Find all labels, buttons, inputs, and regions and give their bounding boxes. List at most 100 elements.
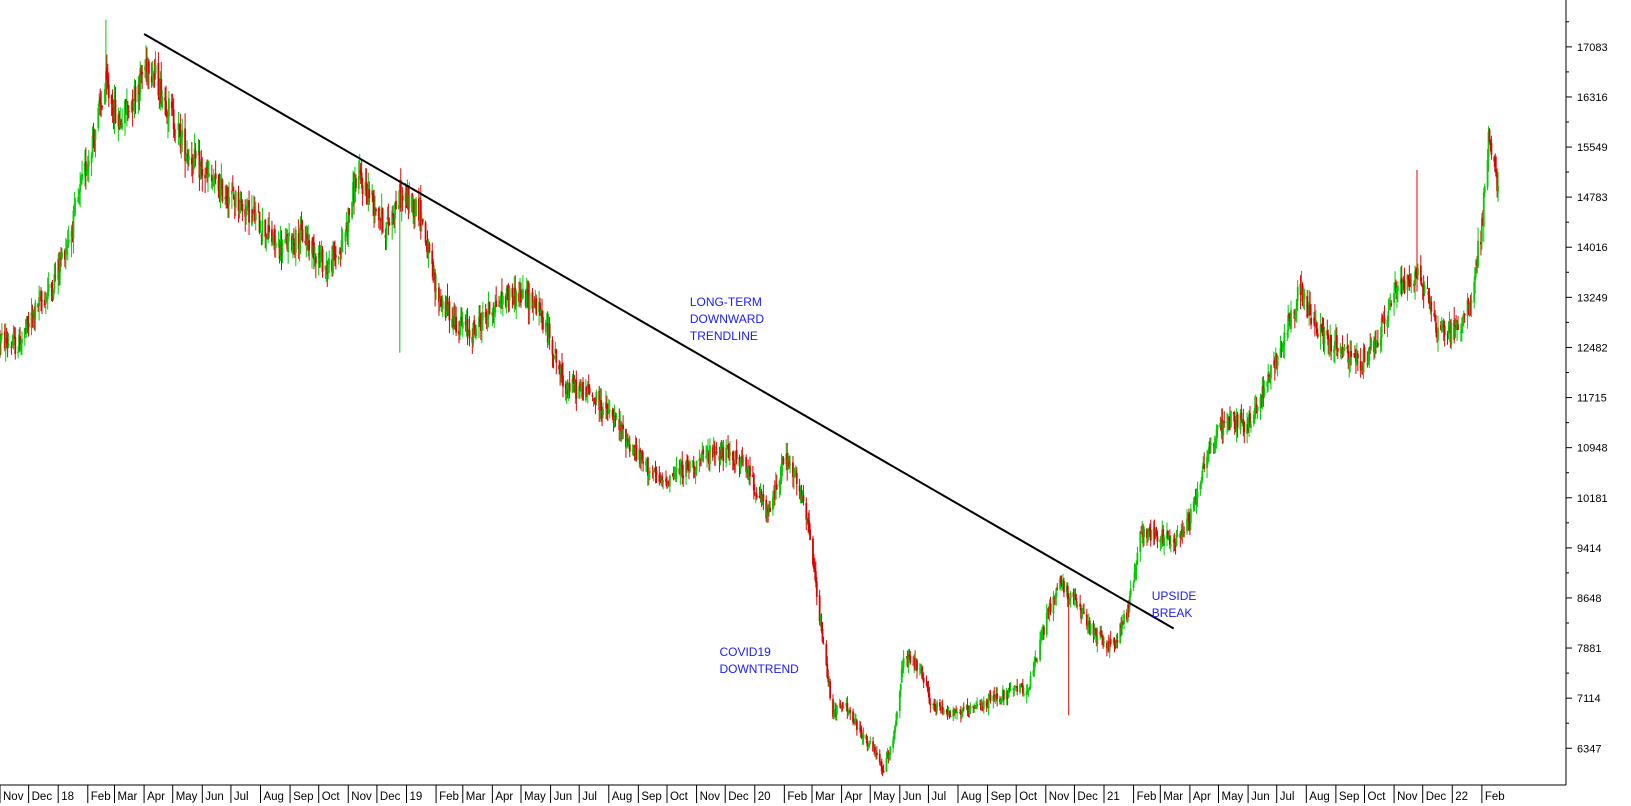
candle-up [1480,217,1483,242]
candle-down [392,213,395,218]
candle-down [1088,620,1091,635]
candle-down [471,336,474,343]
candle-down [1209,446,1211,448]
candle-up [574,380,577,393]
candle-up [285,236,288,239]
candle-down [573,384,576,393]
candle-down [1467,300,1470,312]
candle-down [671,474,674,476]
candle-up [104,89,106,105]
candle-up [1314,319,1317,325]
candle-down [614,415,617,421]
candle-up [21,338,23,344]
candle-down [1183,531,1186,533]
candle-down [1140,531,1143,534]
candle-down [788,461,791,466]
candle-down [575,380,578,399]
candle-down [40,296,42,302]
candle-up [1437,327,1439,341]
candle-up [1187,513,1189,521]
x-tick-label: Feb [1485,791,1505,803]
candle-down [762,494,765,502]
x-tick-label: Jun [554,791,573,803]
x-tick-label: Aug [263,791,283,803]
candle-down [953,710,956,713]
candle-down [585,386,588,395]
candle-up [400,193,403,207]
candle-up [1186,518,1188,532]
candle-up [245,207,248,217]
candle-down [1228,417,1230,420]
candle-down [600,399,603,411]
candle-up [98,100,101,107]
candle-up [145,62,147,64]
candle-down [1383,317,1386,324]
candle-down [879,761,882,763]
candle-down [58,260,61,272]
candle-down [681,461,684,478]
candle-up [404,192,407,202]
candle-down [1327,334,1330,346]
candle-up [238,210,241,215]
candle-down [1156,536,1159,542]
candle-down [1146,529,1148,538]
candle-up [207,174,209,177]
candle-up [1461,316,1464,327]
candle-up [706,453,708,457]
candle-up [1195,495,1198,505]
y-tick-label: 9414 [1577,543,1601,555]
candle-down [346,225,349,232]
candle-down [1243,422,1246,433]
candle-down [1085,614,1088,626]
candle-down [820,621,823,631]
candle-up [653,467,656,470]
candle-up [340,240,343,253]
candle-up [1176,535,1179,537]
candle-down [1232,412,1235,415]
candle-up [992,695,995,701]
candle-up [47,283,50,292]
candle-up [501,295,504,305]
candle-up [1196,492,1199,498]
candle-up [345,222,348,233]
candle-down [1149,530,1152,541]
candle-up [65,246,68,249]
candle-down [1008,688,1011,690]
candle-up [896,711,898,720]
candle-up [220,177,223,183]
candle-up [1134,571,1137,573]
candle-down [201,168,204,176]
candle-up [1136,552,1139,565]
candle-up [367,188,370,202]
candle-up [113,98,116,121]
candle-up [646,460,648,463]
candle-down [666,482,668,487]
candle-down [1056,588,1059,590]
y-tick-label: 10948 [1577,443,1608,455]
candle-up [67,239,70,244]
candle-down [767,508,770,513]
candle-up [320,250,323,256]
annotation-label: COVID19 DOWNTREND [719,644,799,676]
candle-up [1106,641,1109,648]
candle-down [488,301,491,315]
candle-up [1263,388,1266,397]
x-tick-label: Apr [1193,791,1211,803]
candle-up [144,66,146,71]
candle-down [1309,304,1312,315]
candle-down [974,707,977,709]
candle-down [1095,631,1098,643]
candle-down [1422,285,1425,297]
candle-down [268,225,270,233]
candle-down [561,365,563,378]
candle-down [184,128,187,161]
candle-down [568,383,571,392]
candle-up [151,78,154,80]
candle-up [70,231,73,243]
candle-down [187,154,189,161]
candle-down [1449,325,1452,343]
candle-up [1303,293,1306,300]
candle-down [480,322,482,331]
candle-up [1133,572,1136,582]
candle-up [907,656,910,667]
